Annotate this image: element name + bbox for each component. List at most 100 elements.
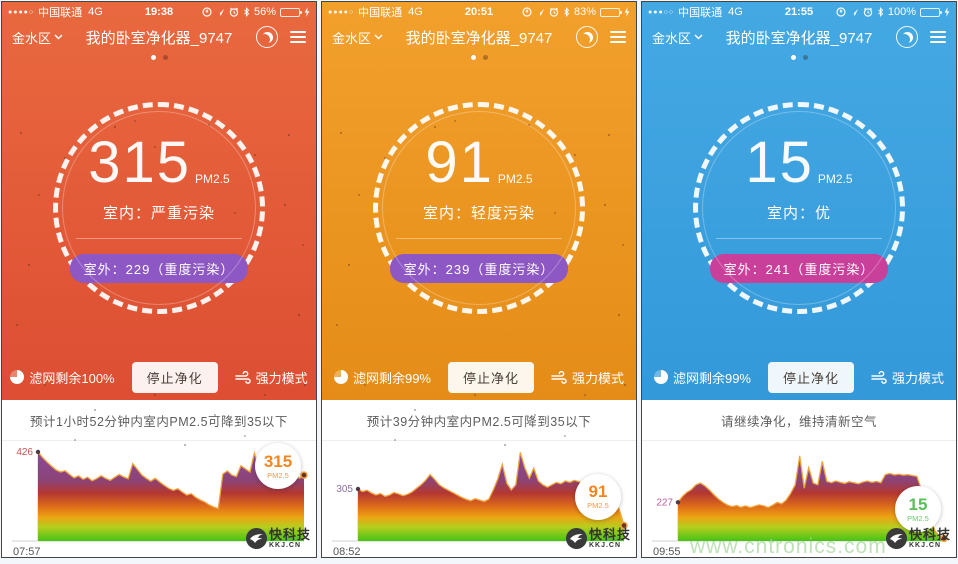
status-icons: 100%	[836, 6, 950, 18]
svg-text:08:52: 08:52	[333, 546, 361, 558]
phone-panel: ●●●●○ 中国联通 4G 19:38 56% 金水区 我的卧室净化器_9747	[1, 1, 317, 558]
sleep-mode-button[interactable]	[576, 26, 598, 48]
phone-panel: ●●●●○ 中国联通 4G 20:51 83% 金水区 我的卧室净化器_9747	[321, 1, 637, 558]
filter-label: 滤网剩余99%	[352, 370, 431, 386]
badge-unit-label: PM2.5	[907, 513, 929, 523]
pm25-history-chart: 426 07:57 315 PM2.5	[6, 441, 312, 558]
page-dot	[482, 54, 488, 60]
signal-strength-icon: ●●●●○	[8, 8, 35, 16]
sheet-divider	[2, 440, 316, 441]
brand-domain: KKJ.CN	[588, 542, 622, 549]
location-arrow-icon	[216, 8, 225, 16]
brand-bird-icon	[565, 528, 587, 549]
signal-strength-icon: ●●●○○	[648, 8, 675, 16]
gauge-area: 315 PM2.5 室内：严重污染 室外：229（重度污染）	[2, 62, 316, 354]
bottom-sheet: 预计1小时52分钟内室内PM2.5可降到35以下 426 07:57 315 P…	[2, 400, 316, 557]
app-header: 金水区 我的卧室净化器_9747	[2, 22, 316, 52]
brand-name: 快科技	[588, 527, 631, 542]
current-pm25-badge: 315 PM2.5	[255, 443, 301, 489]
moon-icon	[902, 32, 913, 43]
pm25-history-chart: 305 08:52 91 PM2.5	[326, 441, 632, 558]
page-indicator[interactable]	[322, 52, 636, 62]
location-selector[interactable]: 金水区	[12, 28, 63, 47]
filter-label: 滤网剩余99%	[672, 370, 751, 386]
indoor-status-label: 室内：严重污染	[102, 204, 215, 222]
sheet-divider	[642, 440, 956, 441]
menu-button[interactable]	[930, 31, 946, 43]
battery-percent-label: 100%	[887, 6, 916, 18]
phone-panel: ●●●○○ 中国联通 4G 21:55 100% 金水区 我的卧室净化器_974…	[641, 1, 957, 558]
badge-value: 91	[588, 482, 608, 501]
controls-row: 滤网剩余99% 停止净化 强力模式	[322, 354, 636, 400]
power-mode-toggle[interactable]: 强力模式	[871, 368, 944, 387]
moon-icon	[262, 32, 273, 43]
gauge-divider	[716, 237, 882, 239]
badge-unit-label: PM2.5	[587, 501, 609, 510]
status-bar: ●●●○○ 中国联通 4G 21:55 100%	[642, 2, 956, 22]
menu-button[interactable]	[290, 31, 306, 43]
device-title: 我的卧室净化器_9747	[85, 29, 233, 47]
bluetooth-icon	[564, 7, 570, 17]
page-indicator[interactable]	[642, 52, 956, 62]
brand-name: 快科技	[268, 527, 311, 542]
particle-speckles	[322, 62, 324, 64]
indoor-status-label: 室内：优	[766, 204, 831, 222]
filter-pie-icon	[10, 370, 25, 384]
stop-purify-button[interactable]: 停止净化	[768, 361, 855, 393]
location-selector[interactable]: 金水区	[332, 28, 383, 47]
filter-status[interactable]: 滤网剩余99%	[333, 368, 431, 387]
location-label: 金水区	[332, 30, 372, 46]
location-arrow-icon	[536, 8, 545, 16]
sleep-mode-button[interactable]	[896, 26, 918, 48]
app-header: 金水区 我的卧室净化器_9747	[642, 22, 956, 52]
network-type-label: 4G	[408, 6, 423, 18]
carrier-label: 中国联通	[358, 7, 403, 19]
stop-purify-button[interactable]: 停止净化	[448, 361, 535, 393]
brand-bird-icon	[885, 528, 907, 549]
status-bar: ●●●●○ 中国联通 4G 20:51 83%	[322, 2, 636, 22]
svg-text:07:57: 07:57	[13, 546, 41, 558]
location-arrow-icon	[850, 8, 858, 16]
pm25-gauge: 15 PM2.5 室内：优 室外：241（重度污染）	[693, 102, 905, 314]
page-indicator[interactable]	[2, 52, 316, 62]
battery-percent-label: 83%	[573, 6, 596, 18]
pm25-unit-label: PM2.5	[817, 171, 853, 186]
pm25-unit-label: PM2.5	[195, 171, 230, 186]
status-icons: 56%	[202, 6, 310, 18]
filter-status[interactable]: 滤网剩余99%	[653, 368, 751, 387]
power-mode-label: 强力模式	[892, 370, 945, 386]
menu-button[interactable]	[610, 31, 626, 43]
location-label: 金水区	[12, 30, 52, 46]
badge-value: 315	[263, 451, 293, 471]
filter-status[interactable]: 滤网剩余100%	[10, 368, 115, 387]
chevron-down-icon	[374, 34, 383, 40]
current-pm25-badge: 91 PM2.5	[575, 473, 621, 520]
alarm-clock-icon	[863, 7, 873, 17]
brand-watermark: 快科技 KKJ.CN	[885, 528, 951, 549]
brand-watermark: 快科技 KKJ.CN	[565, 527, 631, 549]
power-mode-toggle[interactable]: 强力模式	[551, 368, 624, 387]
filter-pie-icon	[653, 370, 668, 384]
network-type-label: 4G	[88, 6, 103, 18]
pm25-gauge: 315 PM2.5 室内：严重污染 室外：229（重度污染）	[53, 102, 265, 314]
orientation-lock-icon	[522, 7, 532, 17]
wind-icon	[551, 370, 567, 384]
battery-icon	[920, 7, 942, 17]
clock-time: 19:38	[144, 6, 174, 18]
clock-time: 20:51	[464, 6, 494, 18]
prediction-text: 预计39分钟内室内PM2.5可降到35以下	[366, 415, 592, 429]
gauge-area: 15 PM2.5 室内：优 室外：241（重度污染）	[642, 62, 956, 354]
svg-text:426: 426	[16, 447, 33, 458]
power-mode-label: 强力模式	[572, 370, 625, 386]
stop-purify-button[interactable]: 停止净化	[131, 361, 218, 393]
controls-row: 滤网剩余99% 停止净化 强力模式	[642, 354, 956, 400]
sleep-mode-button[interactable]	[256, 26, 278, 48]
site-watermark: www.cntronics.com	[690, 535, 887, 558]
brand-bird-icon	[245, 528, 267, 549]
wind-icon	[871, 370, 887, 384]
location-selector[interactable]: 金水区	[652, 28, 703, 47]
alarm-clock-icon	[229, 7, 239, 17]
brand-domain: KKJ.CN	[268, 542, 302, 549]
power-mode-toggle[interactable]: 强力模式	[234, 368, 308, 387]
